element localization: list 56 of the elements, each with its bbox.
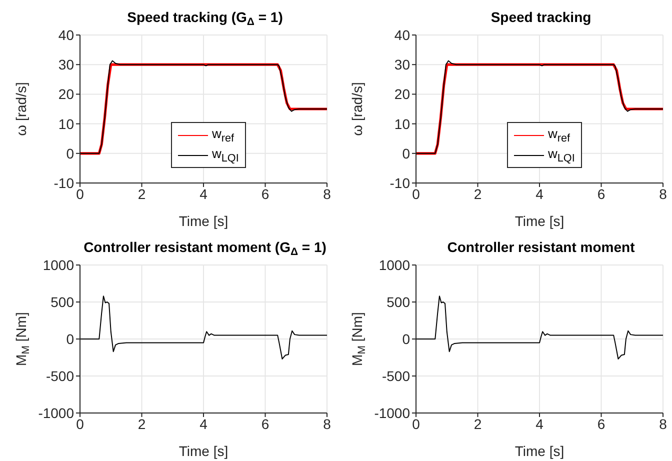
x-axis-title: Time [s]	[514, 443, 564, 459]
chart-title: Speed tracking	[490, 9, 592, 25]
y-tick-label: 20	[394, 86, 410, 102]
x-tick-label: 0	[412, 416, 420, 432]
x-tick-label: 6	[261, 416, 270, 432]
x-axis-title: Time [s]	[178, 213, 228, 229]
x-tick-label: 8	[323, 186, 332, 202]
x-tick-label: 2	[474, 416, 482, 432]
x-tick-label: 2	[138, 416, 146, 432]
y-tick-label: 500	[386, 294, 410, 310]
x-axis-title: Time [s]	[178, 443, 228, 459]
y-tick-label: -10	[390, 174, 410, 191]
x-tick-label: 6	[261, 186, 270, 202]
x-tick-label: 0	[76, 186, 84, 202]
chart-title: Controller resistant moment (G$_{Δ}$ = 1)	[84, 239, 326, 258]
y-tick-label: 40	[394, 26, 410, 43]
y-axis-title: ω [rad/s]	[13, 82, 29, 136]
x-axis-title: Time [s]	[514, 213, 564, 229]
x-tick-label: 4	[200, 186, 208, 202]
x-tick-label: 8	[323, 416, 332, 432]
legend-label: w$_{LQI}$	[548, 146, 575, 164]
x-tick-label: 2	[474, 186, 482, 202]
y-tick-label: 30	[394, 56, 410, 73]
x-tick-label: 0	[412, 186, 420, 202]
legend-label: w$_{ref}$	[548, 126, 570, 144]
x-tick-label: 0	[76, 416, 84, 432]
x-tick-label: 8	[659, 186, 668, 202]
y-tick-label: 0	[66, 330, 74, 347]
y-tick-label: 30	[58, 56, 74, 73]
x-tick-label: 2	[138, 186, 146, 202]
chart-title: Controller resistant moment	[447, 239, 636, 255]
y-tick-label: 0	[402, 330, 410, 347]
x-tick-label: 6	[597, 186, 606, 202]
x-tick-label: 4	[200, 416, 208, 432]
y-axis-title: ω [rad/s]	[349, 82, 365, 136]
y-tick-label: -1000	[38, 404, 74, 421]
x-tick-label: 6	[597, 416, 606, 432]
y-tick-label: 20	[58, 86, 74, 102]
y-tick-label: 0	[66, 145, 74, 162]
x-tick-label: 8	[659, 416, 668, 432]
y-tick-label: -500	[382, 368, 410, 384]
legend-label: w$_{LQI}$	[212, 146, 239, 164]
y-tick-label: 10	[58, 116, 74, 132]
legend-label: w$_{ref}$	[212, 126, 234, 144]
chart-title: Speed tracking (G$_{Δ}$ = 1)	[127, 9, 283, 28]
y-tick-label: 10	[394, 116, 410, 132]
y-tick-label: 1000	[378, 256, 410, 273]
y-tick-label: 1000	[42, 256, 74, 273]
y-tick-label: -500	[46, 368, 74, 384]
y-tick-label: 500	[50, 294, 74, 310]
y-tick-label: 40	[58, 26, 74, 43]
x-tick-label: 4	[536, 416, 544, 432]
y-tick-label: 0	[402, 145, 410, 162]
y-tick-label: -10	[54, 174, 74, 191]
x-tick-label: 4	[536, 186, 544, 202]
y-tick-label: -1000	[374, 404, 410, 421]
